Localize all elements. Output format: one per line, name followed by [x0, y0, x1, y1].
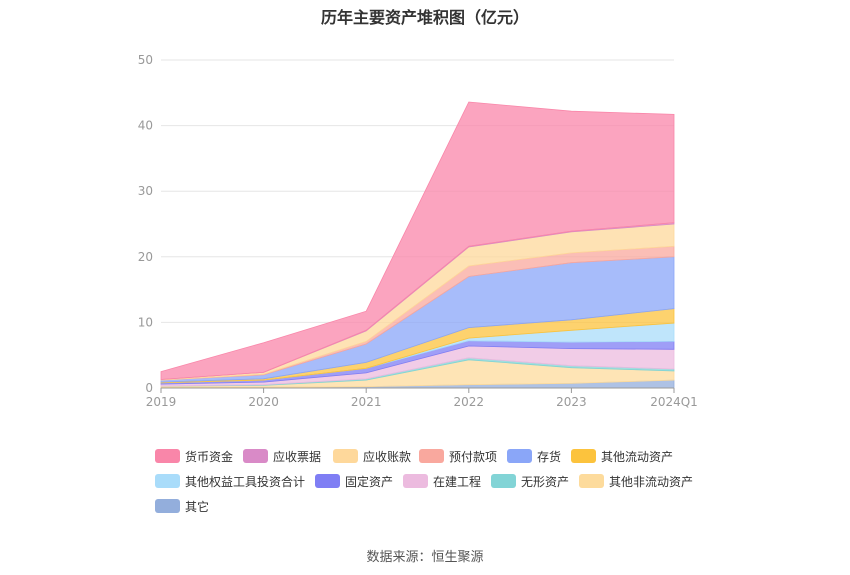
legend-label: 应收票据: [273, 449, 322, 464]
legend-swatch: [155, 499, 180, 513]
legend-item-其他流动资产[interactable]: 其他流动资产: [571, 448, 673, 464]
legend-item-在建工程[interactable]: 在建工程: [403, 473, 481, 489]
x-tick-label: 2022: [454, 395, 485, 409]
legend-label: 其他非流动资产: [609, 474, 694, 489]
legend-item-无形资产[interactable]: 无形资产: [491, 473, 569, 489]
stacked-area-chart: 2019 2020 2021 2022 2023 2024Q1 0 10 20 30 40 50: [138, 53, 698, 409]
legend-item-其他非流动资产[interactable]: 其他非流动资产: [579, 473, 693, 489]
legend-label: 在建工程: [433, 474, 482, 489]
legend-label: 其它: [185, 499, 210, 514]
legend-label: 其他权益工具投资合计: [185, 474, 306, 489]
y-tick-label: 40: [138, 119, 153, 133]
x-tick-label: 2023: [556, 395, 587, 409]
legend-item-预付款项[interactable]: 预付款项: [419, 448, 497, 464]
chart-title: 历年主要资产堆积图（亿元）: [320, 8, 529, 27]
y-axis: 0 10 20 30 40 50: [138, 53, 153, 395]
legend-swatch: [155, 449, 180, 463]
area-series: [160, 101, 675, 389]
x-tick-label: 2024Q1: [650, 395, 698, 409]
legend-item-其他权益工具投资合计[interactable]: 其他权益工具投资合计: [155, 473, 305, 489]
y-tick-label: 50: [138, 53, 153, 67]
legend-swatch: [155, 474, 180, 488]
x-tick-label: 2020: [248, 395, 279, 409]
legend-item-固定资产[interactable]: 固定资产: [315, 473, 393, 489]
y-tick-label: 30: [138, 184, 153, 198]
legend-label: 存货: [537, 449, 562, 464]
legend-item-货币资金[interactable]: 货币资金: [155, 448, 233, 464]
legend-label: 其他流动资产: [601, 449, 674, 464]
x-tick-label: 2021: [351, 395, 382, 409]
legend-label: 应收账款: [363, 449, 412, 464]
x-tick-label: 2019: [146, 395, 177, 409]
legend-swatch: [403, 474, 428, 488]
x-axis: 2019 2020 2021 2022 2023 2024Q1: [146, 387, 698, 409]
legend-swatch: [243, 449, 268, 463]
legend-swatch: [507, 449, 532, 463]
legend-item-应收账款[interactable]: 应收账款: [333, 448, 411, 464]
legend-item-存货[interactable]: 存货: [507, 448, 561, 464]
legend-label: 固定资产: [345, 474, 394, 489]
legend-swatch: [579, 474, 604, 488]
legend-swatch: [491, 474, 516, 488]
legend-swatch: [333, 449, 358, 463]
legend-item-其它[interactable]: 其它: [155, 498, 209, 514]
legend-swatch: [315, 474, 340, 488]
legend-item-应收票据[interactable]: 应收票据: [243, 448, 321, 464]
y-tick-label: 20: [138, 250, 153, 264]
data-source: 数据来源：恒生聚源: [366, 550, 484, 565]
legend-swatch: [419, 449, 444, 463]
legend-label: 无形资产: [521, 474, 570, 489]
area-货币资金: [160, 101, 675, 380]
legend-label: 货币资金: [185, 449, 234, 464]
legend-swatch: [571, 449, 596, 463]
y-tick-label: 0: [145, 381, 153, 395]
legend-label: 预付款项: [449, 449, 498, 464]
y-tick-label: 10: [138, 315, 153, 329]
